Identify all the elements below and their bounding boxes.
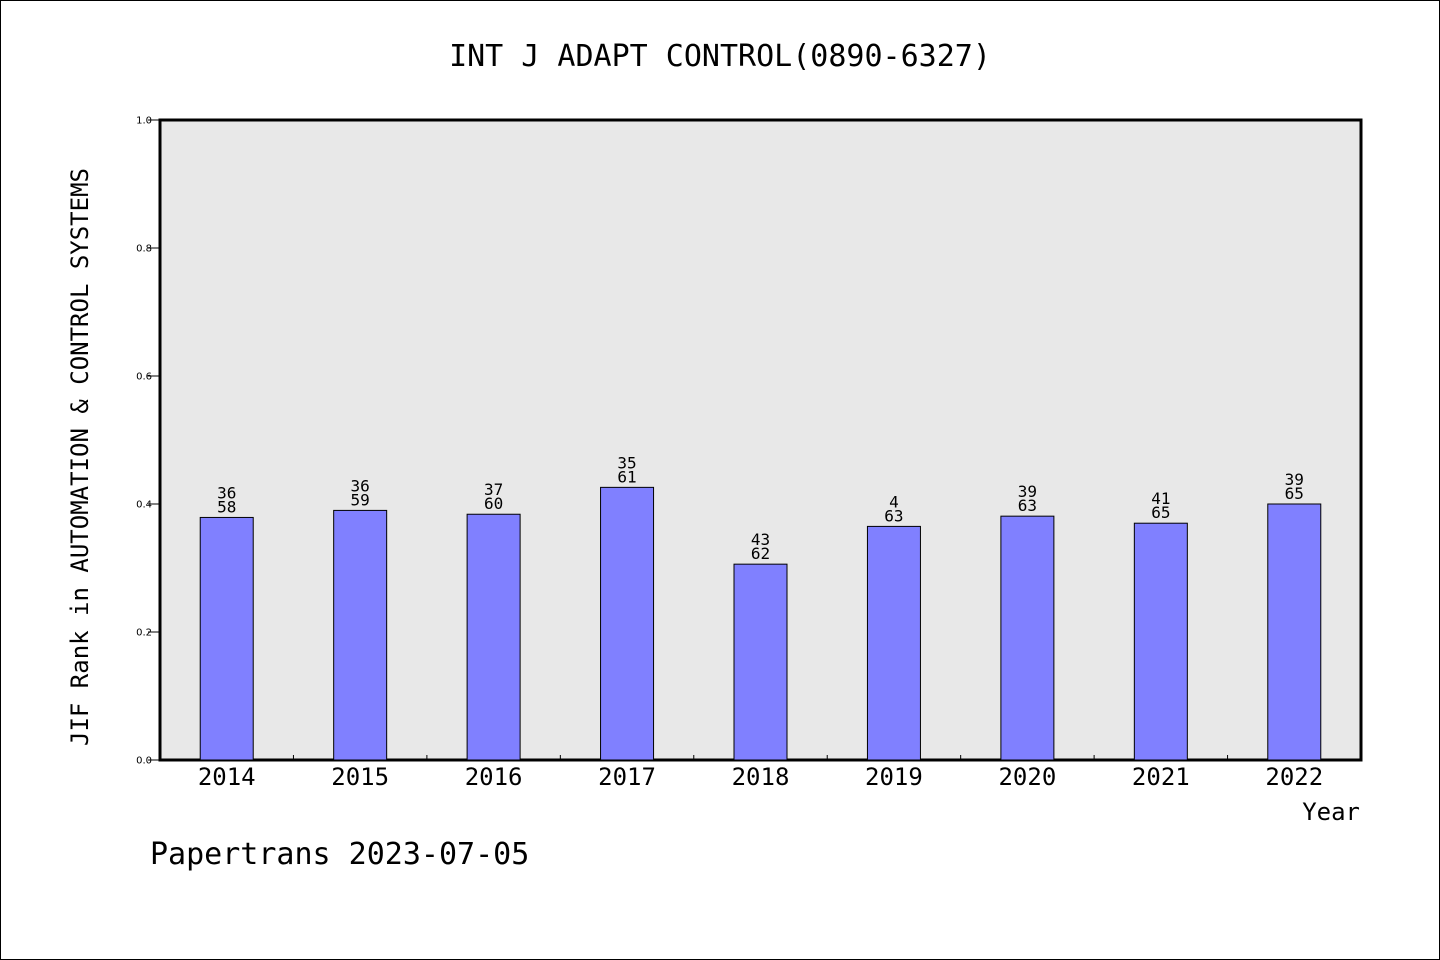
bar-label-bottom: 65 [1285, 484, 1304, 503]
bar-label-top: 37 [484, 480, 503, 499]
x-tick-label: 2019 [865, 763, 923, 791]
bar [1000, 515, 1055, 761]
x-tick-label: 2020 [998, 763, 1056, 791]
bar-label-bottom: 58 [217, 497, 236, 516]
bar-label-bottom: 62 [751, 544, 770, 563]
x-tick-label: 2016 [465, 763, 523, 791]
bar [600, 486, 655, 761]
bar-label-bottom: 59 [351, 490, 370, 509]
y-tick-label: 0.8 [136, 244, 152, 255]
x-axis-label: Year [1302, 798, 1360, 826]
bar [199, 516, 254, 761]
bar-label-bottom: 63 [884, 506, 903, 525]
x-tick-label: 2021 [1132, 763, 1190, 791]
bar-label-bottom: 60 [484, 494, 503, 513]
bar-label-bottom: 65 [1151, 503, 1170, 522]
bar [733, 563, 788, 761]
bar [1133, 522, 1188, 761]
x-ticks: 2014 2015 2016 2017 2018 2019 2020 2021 2022 [198, 755, 1323, 791]
y-tick-label: 0.4 [136, 500, 152, 511]
bar-label-top: 39 [1018, 482, 1037, 501]
chart-title: INT J ADAPT CONTROL(0890-6327) [449, 39, 991, 74]
x-tick-label: 2017 [598, 763, 656, 791]
bar-label-bottom: 61 [617, 467, 636, 486]
bar [866, 525, 921, 761]
bar [1267, 503, 1322, 761]
footer-text: Papertrans 2023-07-05 [150, 837, 529, 872]
y-ticks: 0.0 0.2 0.4 0.6 0.8 1.0 [136, 116, 160, 767]
x-tick-label: 2015 [331, 763, 389, 791]
y-tick-label: 0.6 [136, 372, 152, 383]
bar [333, 509, 388, 761]
bar-label-bottom: 63 [1018, 496, 1037, 515]
bar-label-top: 35 [617, 453, 636, 472]
bar-label-top: 36 [217, 483, 236, 502]
y-axis-label: JIF Rank in AUTOMATION & CONTROL SYSTEMS [66, 168, 94, 746]
bar-label-top: 4 [889, 492, 899, 511]
bar-label-top: 43 [751, 530, 770, 549]
y-tick-label: 1.0 [136, 116, 152, 127]
x-tick-label: 2018 [732, 763, 790, 791]
bar-label-top: 41 [1151, 489, 1170, 508]
y-tick-label: 0.0 [136, 756, 152, 767]
x-tick-label: 2014 [198, 763, 256, 791]
bar-label-top: 39 [1285, 470, 1304, 489]
bar-label-top: 36 [351, 476, 370, 495]
bar [466, 513, 521, 761]
x-tick-label: 2022 [1265, 763, 1323, 791]
y-tick-label: 0.2 [136, 628, 152, 639]
